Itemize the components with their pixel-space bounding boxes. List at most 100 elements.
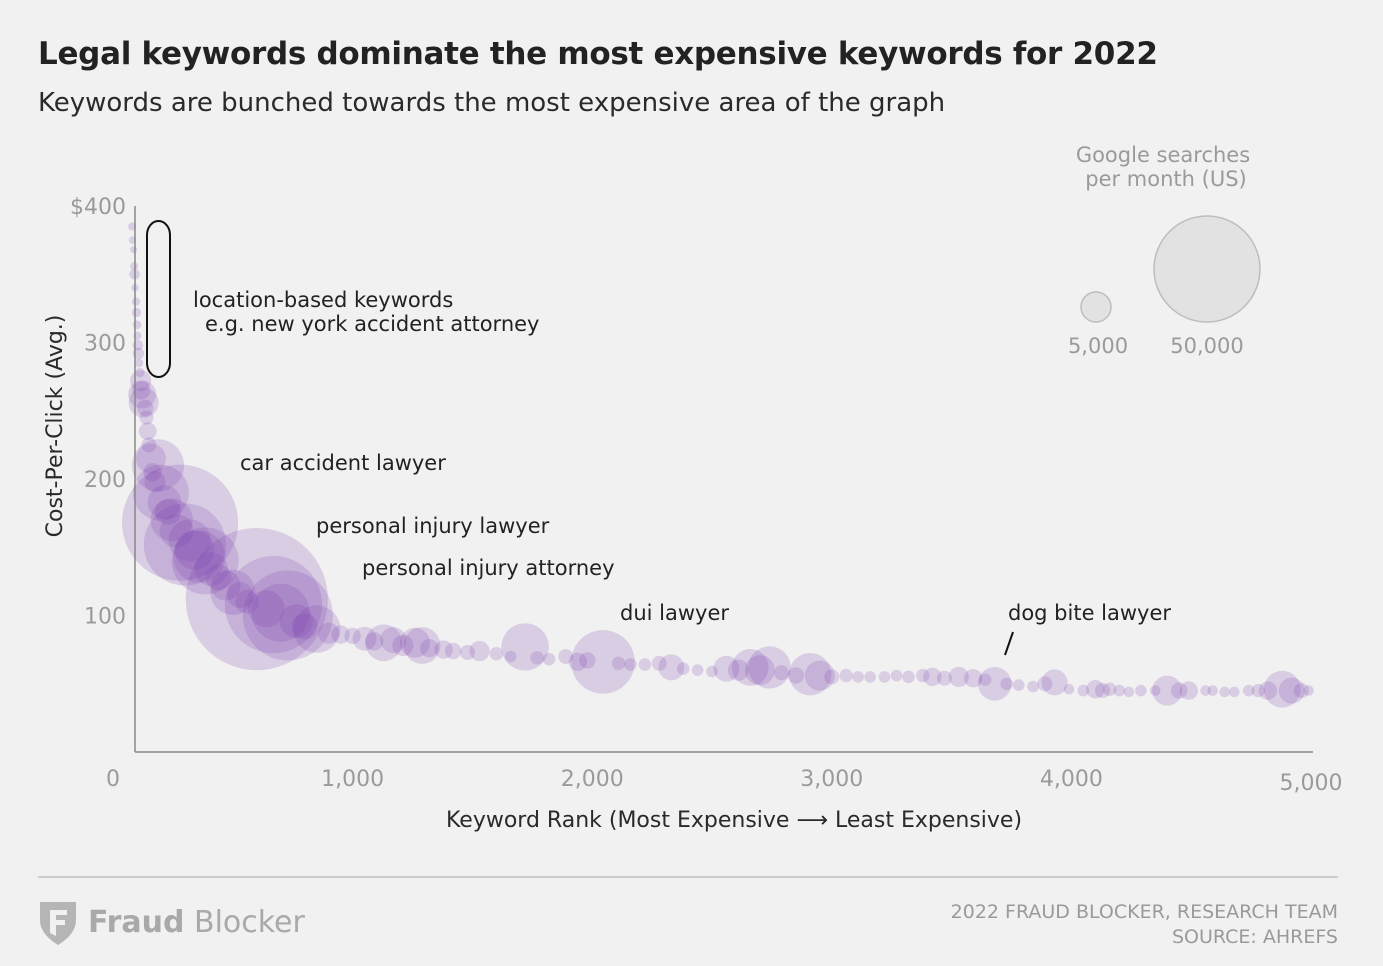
data-point-129 xyxy=(1258,681,1278,700)
data-point-99 xyxy=(916,668,930,683)
data-point-130 xyxy=(1263,670,1301,708)
data-point-30 xyxy=(159,514,194,548)
data-point-101 xyxy=(936,670,952,686)
location-keywords-highlight xyxy=(146,220,171,378)
data-point-118 xyxy=(1135,684,1147,697)
y-axis-title: Cost-Per-Click (Avg.) xyxy=(43,315,68,538)
data-point-48 xyxy=(279,604,314,638)
data-point-68 xyxy=(501,623,549,671)
legend-title-line1: Google searches xyxy=(1076,143,1250,167)
data-point-70 xyxy=(542,652,556,666)
data-point-74 xyxy=(571,630,635,694)
data-point-46 xyxy=(251,583,310,642)
data-point-73 xyxy=(579,652,596,669)
data-point-59 xyxy=(399,627,430,658)
data-point-25 xyxy=(132,439,184,492)
data-point-111 xyxy=(1063,683,1075,695)
annotation-personal-injury-attorney: personal injury attorney xyxy=(362,556,615,580)
data-point-62 xyxy=(434,640,453,659)
data-point-39 xyxy=(210,570,241,601)
annotation-dui-lawyer: dui lawyer xyxy=(620,601,729,625)
data-point-132 xyxy=(1293,683,1309,699)
data-point-56 xyxy=(365,624,403,662)
data-point-22 xyxy=(135,443,166,474)
axes-layer xyxy=(134,206,1313,753)
data-point-120 xyxy=(1152,675,1183,706)
data-point-133 xyxy=(1303,685,1314,696)
data-point-121 xyxy=(1171,682,1188,699)
annotation-dog-bite-lawyer: dog bite lawyer xyxy=(1008,601,1171,625)
data-point-92 xyxy=(824,669,840,685)
data-point-37 xyxy=(194,552,228,586)
annotation-location-example: e.g. new york accident attorney xyxy=(205,312,539,336)
logo-word-blocker: Blocker xyxy=(184,904,305,940)
y-tick-label-3: 100 xyxy=(84,605,126,630)
data-point-117 xyxy=(1123,686,1135,698)
data-point-83 xyxy=(713,655,740,682)
annotations-layer: location-based keywords e.g. new york ac… xyxy=(146,220,1171,656)
data-point-97 xyxy=(890,669,903,682)
data-point-27 xyxy=(147,485,182,519)
data-point-36 xyxy=(171,527,239,595)
data-point-94 xyxy=(852,671,864,683)
data-point-23 xyxy=(143,463,162,482)
data-point-51 xyxy=(318,622,340,644)
data-point-40 xyxy=(210,569,256,615)
data-point-44 xyxy=(247,590,285,628)
data-point-13 xyxy=(135,367,145,378)
legend-circle-small xyxy=(1080,291,1112,323)
data-point-95 xyxy=(864,671,876,683)
data-point-127 xyxy=(1242,684,1255,697)
data-point-113 xyxy=(1086,680,1105,699)
chart-subtitle: Keywords are bunched towards the most ex… xyxy=(38,88,946,118)
data-point-107 xyxy=(1012,679,1025,691)
data-point-53 xyxy=(344,627,361,645)
data-point-84 xyxy=(727,659,750,681)
data-point-102 xyxy=(948,666,969,688)
data-point-41 xyxy=(227,582,253,608)
data-point-114 xyxy=(1095,683,1110,699)
data-point-76 xyxy=(624,658,637,671)
data-point-78 xyxy=(651,655,667,671)
data-point-21 xyxy=(141,437,157,453)
data-point-89 xyxy=(787,667,805,684)
data-point-20 xyxy=(138,422,157,441)
credit-line-2: SOURCE: AHREFS xyxy=(1171,926,1338,948)
data-point-63 xyxy=(445,642,462,660)
data-point-45 xyxy=(224,556,323,654)
data-point-66 xyxy=(489,647,504,661)
data-point-42 xyxy=(235,590,260,614)
data-point-29 xyxy=(150,498,193,542)
credit-line-1: 2022 FRAUD BLOCKER, RESEARCH TEAM xyxy=(950,901,1338,923)
data-point-125 xyxy=(1219,686,1230,698)
data-point-49 xyxy=(291,613,318,640)
fraud-blocker-logo: Fraud Blocker xyxy=(38,898,305,946)
data-point-85 xyxy=(731,649,769,686)
annotation-personal-injury-lawyer: personal injury lawyer xyxy=(316,514,550,538)
data-point-33 xyxy=(168,519,211,562)
y-tick-label-2: 200 xyxy=(84,468,126,493)
data-point-115 xyxy=(1103,682,1117,696)
data-point-90 xyxy=(789,653,832,696)
data-point-43 xyxy=(185,528,328,671)
legend-label-small: 5,000 xyxy=(1068,334,1128,358)
data-point-124 xyxy=(1207,685,1219,696)
x-tick-label-5: 5,000 xyxy=(1280,771,1343,796)
data-point-58 xyxy=(392,634,414,657)
data-point-100 xyxy=(923,667,942,687)
data-point-34 xyxy=(174,530,215,570)
data-point-87 xyxy=(748,646,791,689)
data-point-131 xyxy=(1278,677,1305,704)
data-point-47 xyxy=(242,570,333,661)
data-point-31 xyxy=(122,464,239,581)
data-point-104 xyxy=(978,673,992,686)
data-point-57 xyxy=(380,627,407,654)
y-tick-label-1: 300 xyxy=(84,332,126,357)
x-tick-label-1: 1,000 xyxy=(321,767,384,792)
data-point-108 xyxy=(1027,680,1039,693)
data-point-72 xyxy=(568,652,587,672)
data-point-8 xyxy=(132,320,142,330)
data-point-61 xyxy=(420,639,439,658)
data-point-80 xyxy=(676,662,690,675)
dog-bite-pointer-line xyxy=(1004,631,1014,656)
